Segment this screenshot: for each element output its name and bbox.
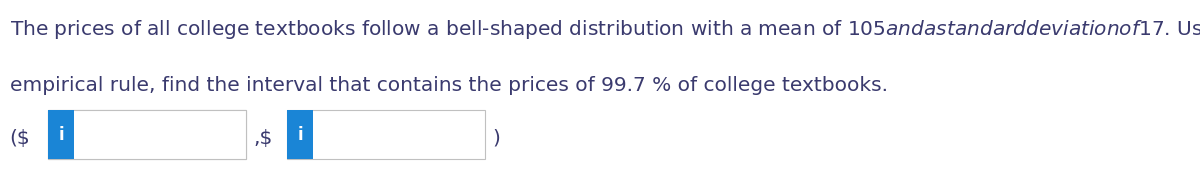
Text: ): ) [492,129,500,148]
Text: The prices of all college textbooks follow a bell-shaped distribution with a mea: The prices of all college textbooks foll… [10,18,1200,41]
Text: i: i [298,125,302,144]
Text: i: i [59,125,64,144]
Text: empirical rule, find the interval that contains the prices of 99.7 % of college : empirical rule, find the interval that c… [10,76,888,95]
Text: ($: ($ [10,129,30,148]
Text: ,$: ,$ [253,129,272,148]
